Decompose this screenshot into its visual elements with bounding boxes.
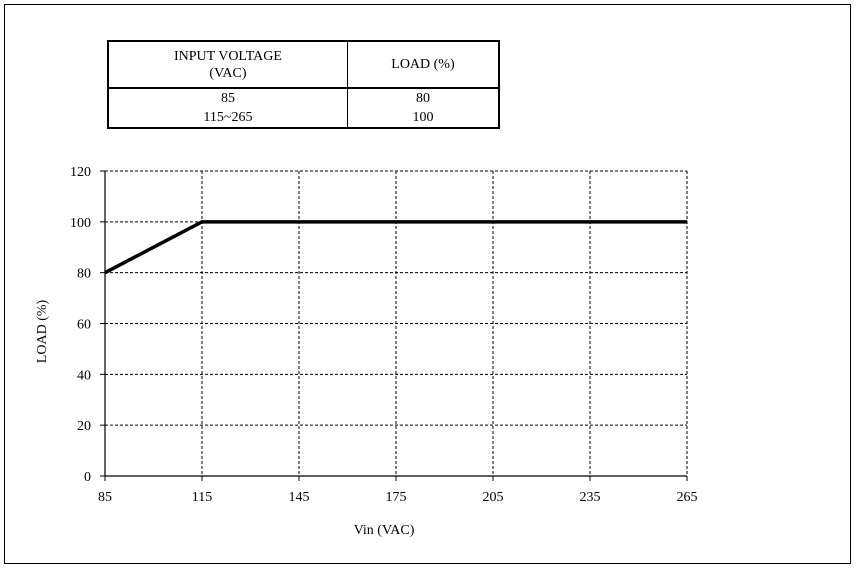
table-row: 115~265 100 bbox=[108, 108, 499, 128]
y-tick-label: 20 bbox=[77, 419, 91, 434]
table-row: 85 80 bbox=[108, 88, 499, 108]
y-tick-label: 40 bbox=[77, 368, 91, 383]
x-axis-title: Vin (VAC) bbox=[354, 523, 415, 538]
cell-load: 100 bbox=[412, 110, 434, 125]
table-header-row: INPUT VOLTAGE (VAC) LOAD (%) bbox=[108, 41, 499, 89]
derating-table: INPUT VOLTAGE (VAC) LOAD (%) 85 80 115~2… bbox=[107, 40, 500, 129]
x-tick-label: 145 bbox=[289, 490, 310, 505]
header-input-voltage-line1: INPUT VOLTAGE bbox=[174, 48, 282, 64]
header-load-line1: LOAD (%) bbox=[391, 57, 455, 72]
y-tick-label: 120 bbox=[70, 165, 91, 180]
x-tick-label: 85 bbox=[98, 490, 112, 505]
y-tick-label: 60 bbox=[77, 318, 91, 333]
figure-frame bbox=[4, 4, 851, 564]
x-tick-label: 175 bbox=[386, 490, 407, 505]
y-tick-label: 0 bbox=[84, 470, 91, 485]
header-input-voltage-line2: (VAC) bbox=[209, 65, 247, 81]
header-input-voltage: INPUT VOLTAGE (VAC) bbox=[108, 41, 348, 89]
cell-voltage: 115~265 bbox=[108, 108, 348, 128]
x-tick-label: 205 bbox=[483, 490, 504, 505]
x-tick-label: 115 bbox=[192, 490, 212, 505]
cell-voltage: 85 bbox=[108, 88, 348, 108]
cell-load: 80 bbox=[415, 91, 430, 106]
series-line-0 bbox=[104, 220, 687, 275]
y-axis-title: LOAD (%) bbox=[35, 299, 50, 363]
y-tick-label: 80 bbox=[77, 267, 91, 282]
x-tick-label: 265 bbox=[677, 490, 698, 505]
y-tick-label: 100 bbox=[70, 216, 91, 231]
x-tick-label: 235 bbox=[580, 490, 601, 505]
header-load: LOAD (%) bbox=[347, 41, 499, 89]
